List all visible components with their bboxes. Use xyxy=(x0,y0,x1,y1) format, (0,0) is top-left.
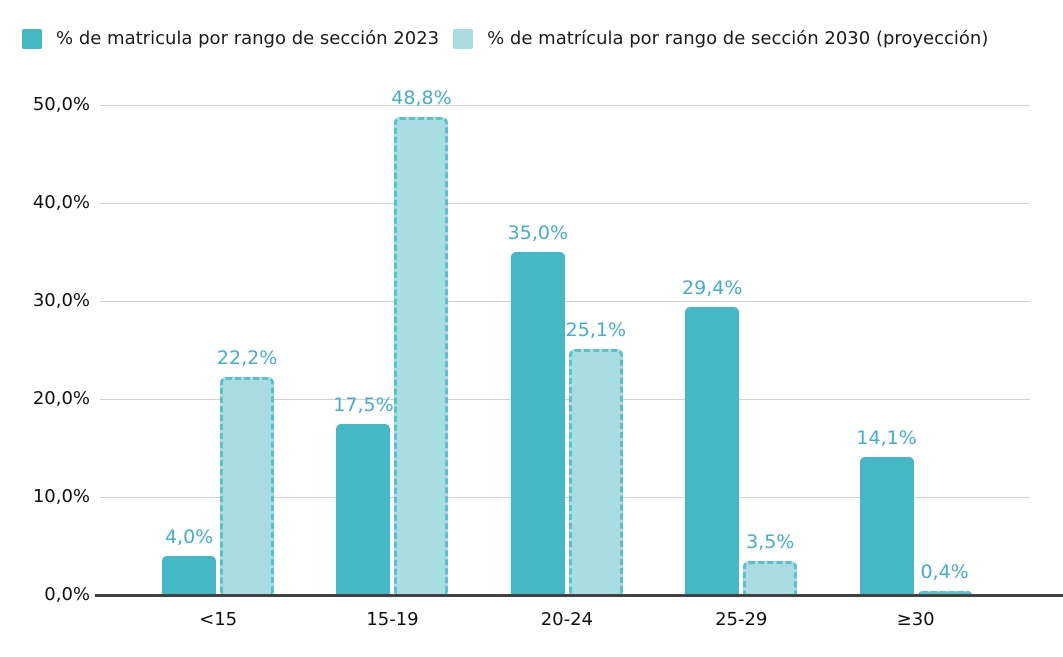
value-label-2030-25-29: 3,5% xyxy=(746,530,795,553)
value-label-2030-<15: 22,2% xyxy=(216,347,278,370)
y-tick-label-0: 0,0% xyxy=(44,584,90,605)
category-label-20-24: 20-24 xyxy=(540,609,594,630)
value-label-2023-25-29: 29,4% xyxy=(682,276,743,299)
legend-label-2030-proyeccion: % de matrícula por rango de sección 2030… xyxy=(487,28,989,49)
value-label-2023-≥30: 14,1% xyxy=(856,426,917,449)
legend-label-2023: % de matricula por rango de sección 2023 xyxy=(56,28,440,49)
y-tick-label-30: 30,0% xyxy=(32,290,90,311)
legend-swatch-2030-proyeccion xyxy=(453,28,474,49)
y-tick-label-20: 20,0% xyxy=(32,388,90,409)
y-tick-label-10: 10,0% xyxy=(32,486,90,507)
bar-2030-proyeccion-15-19 xyxy=(394,116,449,595)
gridline-50 xyxy=(100,105,1030,106)
bar-2030-proyeccion-<15 xyxy=(220,377,275,595)
legend-swatch-2023 xyxy=(22,28,42,49)
category-label-<15: <15 xyxy=(199,609,238,630)
gridline-20 xyxy=(100,399,1030,400)
bar-2023-≥30 xyxy=(859,456,914,595)
bar-2023-25-29 xyxy=(685,306,740,595)
bar-2023-<15 xyxy=(162,555,217,595)
value-label-2030-15-19: 48,8% xyxy=(391,86,452,109)
bar-2023-20-24 xyxy=(510,252,565,595)
y-tick-label-50: 50,0% xyxy=(32,94,90,115)
bar-2023-15-19 xyxy=(336,423,391,595)
bar-group-≥30 xyxy=(859,456,972,595)
gridline-40 xyxy=(100,203,1030,204)
bar-group-15-19 xyxy=(336,116,449,595)
value-label-2030-≥30: 0,4% xyxy=(920,561,969,584)
bar-group-20-24 xyxy=(510,252,623,595)
legend: % de matricula por rango de sección 2023… xyxy=(22,28,988,49)
bar-group-25-29 xyxy=(685,306,798,595)
category-label-25-29: 25-29 xyxy=(715,609,768,630)
value-label-2023-<15: 4,0% xyxy=(164,525,214,548)
category-label-15-19: 15-19 xyxy=(366,609,419,630)
bar-group-<15 xyxy=(162,377,275,595)
category-label-≥30: ≥30 xyxy=(896,609,935,630)
y-tick-label-40: 40,0% xyxy=(32,192,90,213)
gridline-30 xyxy=(100,301,1030,302)
legend-item-2023: % de matricula por rango de sección 2023 xyxy=(22,28,439,49)
bar-2030-proyeccion-≥30 xyxy=(917,591,972,595)
legend-item-2030: % de matrícula por rango de sección 2030… xyxy=(453,28,988,49)
value-label-2023-20-24: 35,0% xyxy=(507,222,569,244)
value-label-2023-15-19: 17,5% xyxy=(333,393,394,416)
bar-2030-proyeccion-25-29 xyxy=(743,560,798,595)
gridline-10 xyxy=(100,497,1030,498)
bar-2030-proyeccion-20-24 xyxy=(568,349,623,595)
x-axis-line xyxy=(95,594,1063,597)
value-label-2030-20-24: 25,1% xyxy=(565,319,627,342)
plot-area: 0,0% 10,0% 20,0% 30,0% 40,0% 50,0% 4,0% 22,2% <1… xyxy=(33,87,1063,630)
